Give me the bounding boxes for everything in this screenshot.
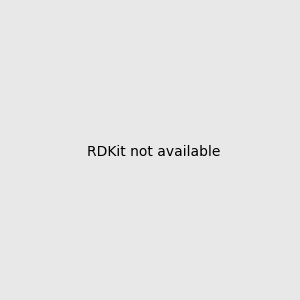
Text: RDKit not available: RDKit not available <box>87 145 220 158</box>
